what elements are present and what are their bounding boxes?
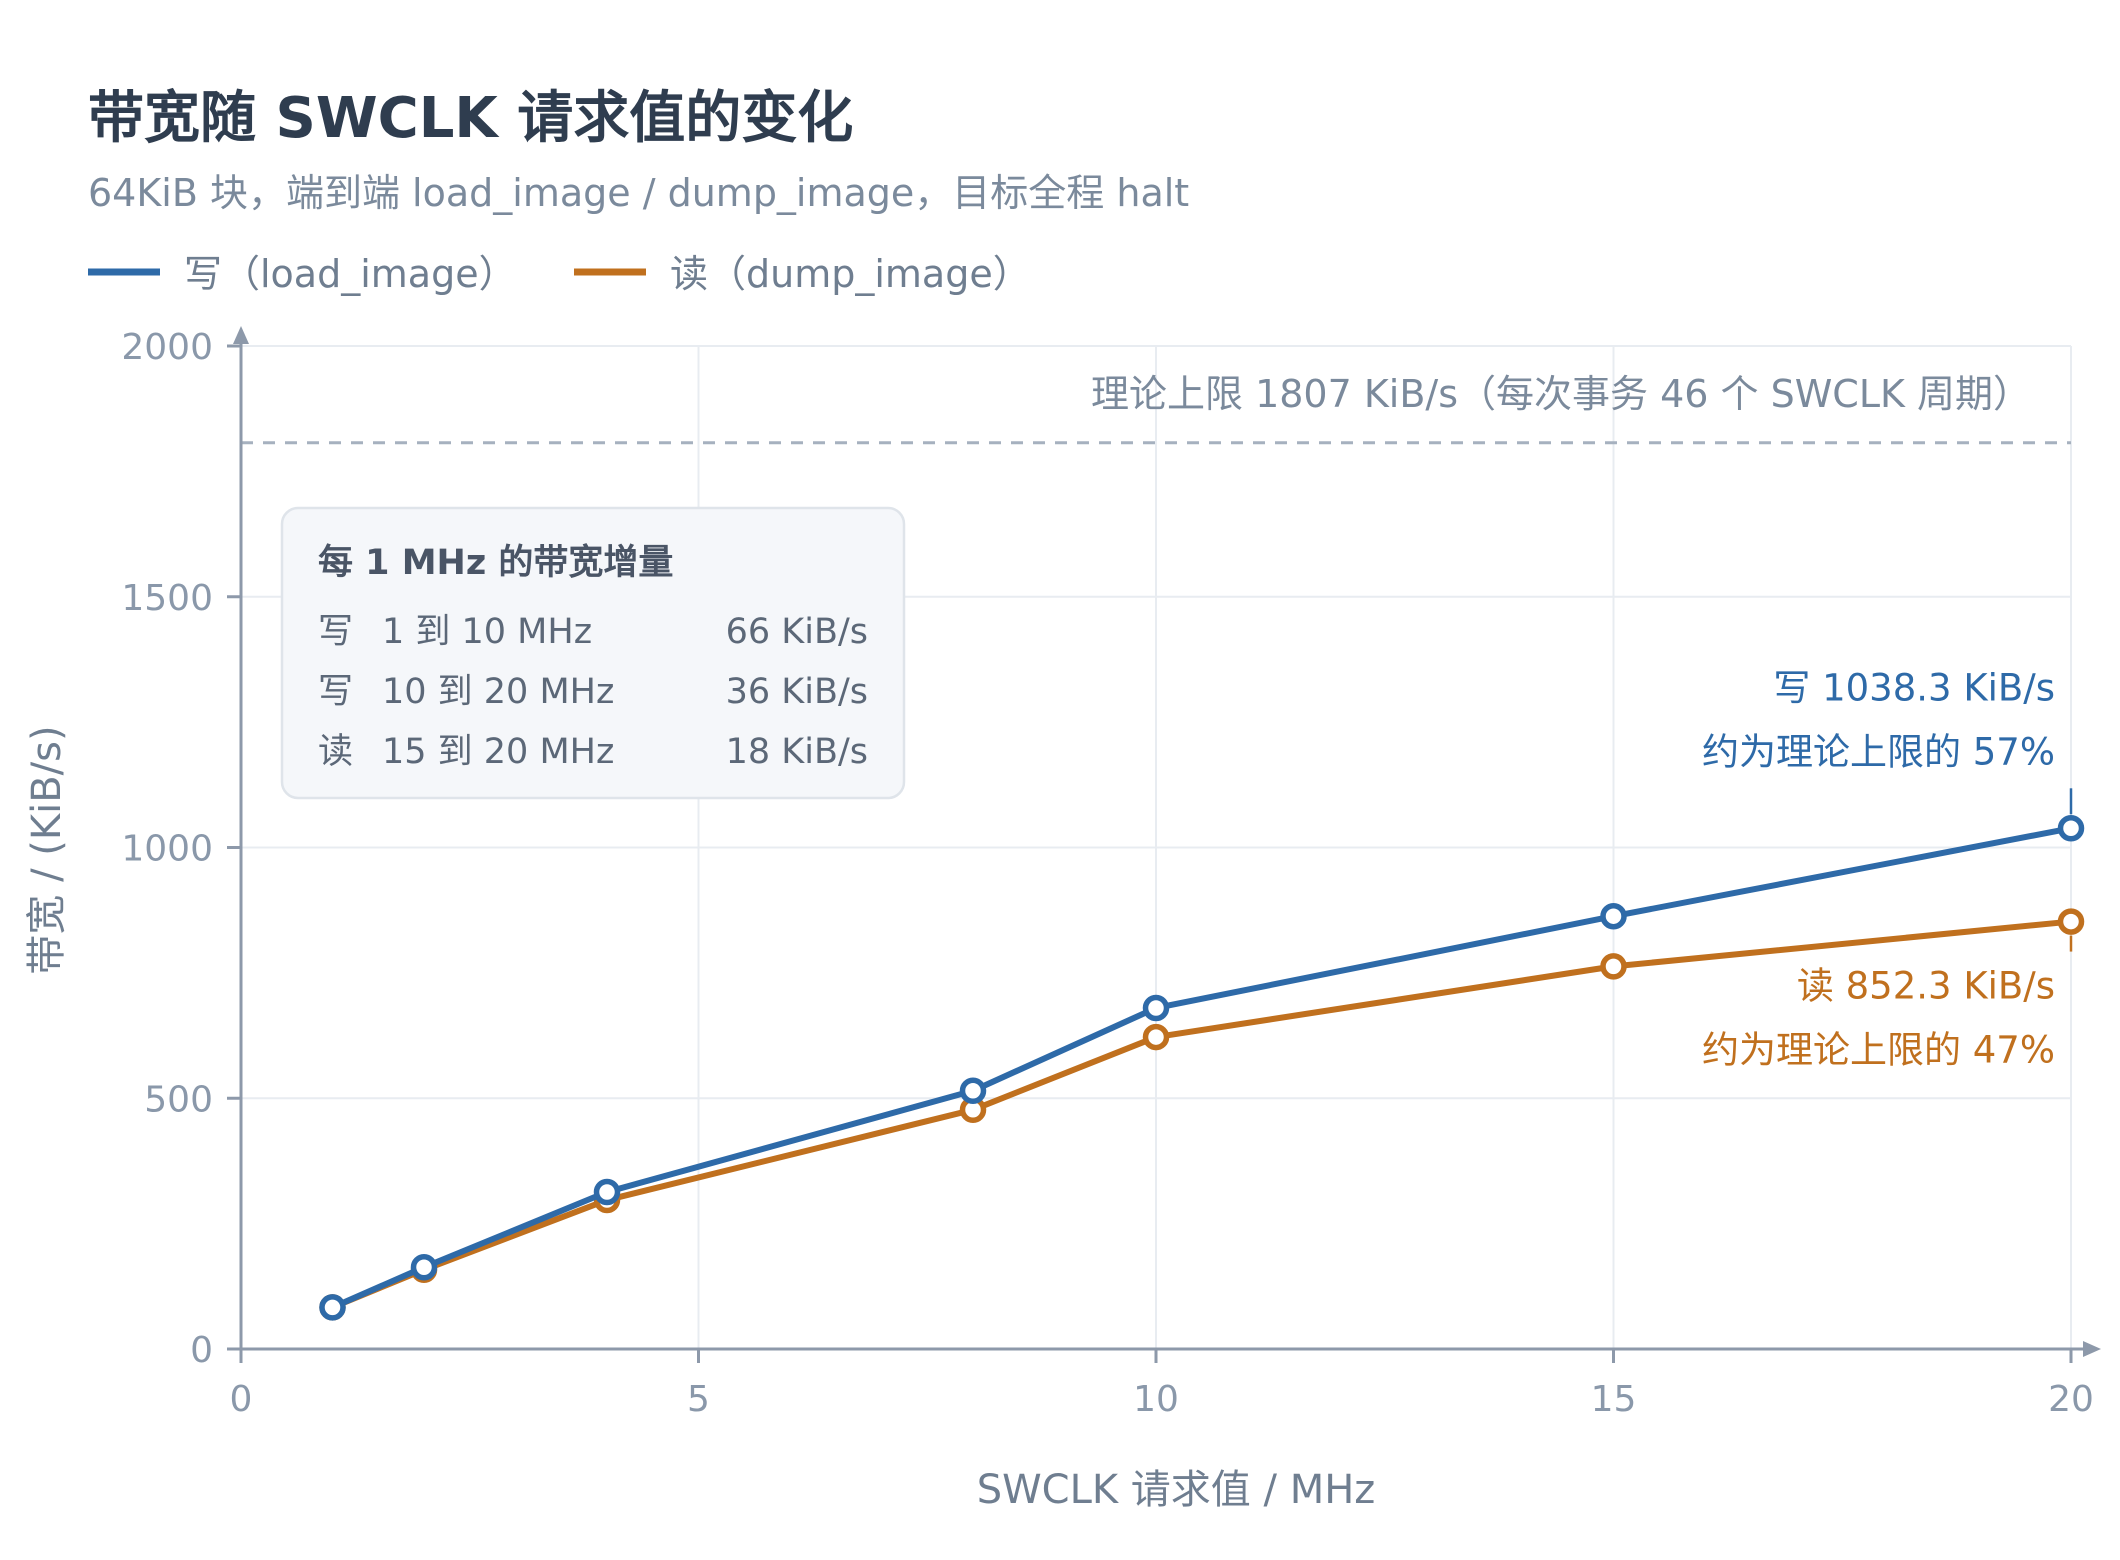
read-annotation-value: 读 852.3 KiB/s [1797,965,2055,1008]
x-tick-label: 20 [2048,1379,2094,1420]
info-row-value: 36 KiB/s [726,672,868,712]
theoretical-limit-label: 理论上限 1807 KiB/s（每次事务 46 个 SWCLK 周期） [1091,372,2031,416]
data-point-write [410,1254,438,1281]
info-row-range: 15 到 20 MHz [382,732,614,772]
y-tick-label: 1500 [121,578,213,619]
data-point-write [959,1077,987,1104]
data-point-read [2057,908,2085,935]
info-row-value: 18 KiB/s [726,732,868,772]
axis-ticks: 0 500 1000 1500 2000 0 5 10 15 20 [121,327,2094,1420]
info-box-background [280,506,906,800]
data-point-write [593,1178,621,1206]
y-tick-label: 0 [190,1330,213,1371]
read-annotation-percent: 约为理论上限的 47% [1702,1029,2055,1072]
chart-title: 带宽随 SWCLK 请求值的变化 [88,86,853,151]
info-box-row: 读 15 到 20 MHz 18 KiB/s [318,732,868,772]
info-row-value: 66 KiB/s [726,612,868,652]
legend-label-write: 写（load_image） [184,252,517,296]
info-box-row: 写 1 到 10 MHz 66 KiB/s [318,612,868,652]
data-point-write [2057,815,2085,842]
info-row-kind: 写 [318,612,353,652]
info-box-row: 写 10 到 20 MHz 36 KiB/s [318,672,868,712]
info-row-kind: 写 [318,672,353,712]
x-tick-label: 15 [1591,1379,1637,1420]
y-tick-label: 2000 [121,327,213,368]
data-point-write [1142,994,1170,1022]
x-axis-title: SWCLK 请求值 / MHz [977,1467,1376,1513]
x-tick-label: 10 [1133,1379,1179,1420]
legend: 写（load_image） 读（dump_image） [88,252,1031,296]
y-tick-label: 1000 [121,829,213,870]
series-write [319,815,2085,1321]
legend-label-read: 读（dump_image） [670,252,1031,296]
increment-info-box: 每 1 MHz 的带宽增量 写 1 到 10 MHz 66 KiB/s 写 10… [280,506,906,800]
axes [233,326,2101,1357]
info-row-range: 1 到 10 MHz [382,612,592,652]
y-axis-title: 带宽 / (KiB/s) [24,725,70,974]
y-tick-label: 500 [144,1079,213,1120]
info-box-title: 每 1 MHz 的带宽增量 [318,542,673,583]
data-point-write [1600,902,1627,930]
data-point-read [1600,953,1627,980]
gridlines [241,345,2072,1349]
data-point-write [319,1294,346,1321]
x-tick-label: 0 [230,1379,253,1420]
series-group [319,815,2085,1321]
write-end-annotation: 写 1038.3 KiB/s 约为理论上限的 57% [1702,666,2073,815]
y-axis-arrow [233,326,249,344]
read-end-annotation: 读 852.3 KiB/s 约为理论上限的 47% [1702,935,2073,1072]
write-annotation-value: 写 1038.3 KiB/s [1773,666,2055,709]
write-annotation-percent: 约为理论上限的 57% [1702,730,2055,773]
x-axis-arrow [2083,1341,2101,1357]
data-point-read [1142,1023,1170,1051]
x-tick-label: 5 [687,1379,710,1420]
info-row-range: 10 到 20 MHz [382,672,614,712]
chart-subtitle: 64KiB 块，端到端 load_image / dump_image，目标全程… [88,171,1189,215]
info-row-kind: 读 [318,732,353,772]
